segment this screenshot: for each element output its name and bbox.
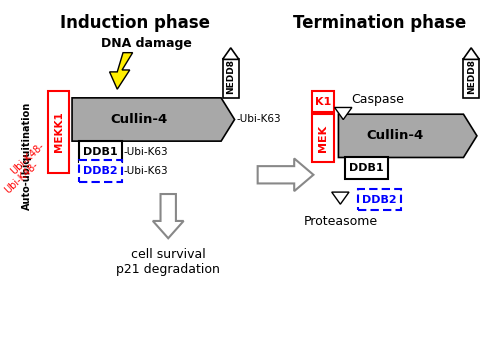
Bar [312, 114, 334, 162]
Text: -Ubi-K63: -Ubi-K63 [124, 166, 168, 176]
Bar [358, 189, 401, 211]
Text: DDB1: DDB1 [350, 163, 384, 173]
Polygon shape [222, 48, 239, 59]
Text: Termination phase: Termination phase [293, 14, 467, 32]
Text: Cullin-4: Cullin-4 [366, 129, 424, 142]
Text: Induction phase: Induction phase [60, 14, 210, 32]
Bar [345, 158, 353, 165]
Text: Cullin-4: Cullin-4 [110, 113, 168, 126]
Polygon shape [72, 98, 234, 141]
Bar [48, 91, 69, 173]
Text: Ubi-K48-: Ubi-K48- [3, 160, 40, 196]
Text: MEKK1: MEKK1 [54, 112, 64, 152]
Text: Auto-ubiquitination: Auto-ubiquitination [22, 101, 32, 210]
Bar [463, 59, 479, 98]
Polygon shape [110, 53, 132, 89]
Bar [345, 158, 389, 179]
Polygon shape [338, 114, 477, 158]
Text: -Ubi-K63: -Ubi-K63 [236, 114, 281, 124]
Text: DDB2: DDB2 [83, 166, 117, 176]
Text: Proteasome: Proteasome [304, 215, 378, 228]
Text: MEK: MEK [318, 125, 328, 152]
Polygon shape [153, 194, 184, 238]
Bar [312, 91, 334, 112]
Polygon shape [463, 48, 479, 59]
Bar [79, 141, 122, 162]
Text: NEDD8: NEDD8 [466, 59, 475, 94]
Text: cell survival: cell survival [131, 248, 206, 261]
Bar [222, 59, 239, 98]
Text: K1: K1 [315, 97, 331, 107]
Text: NEDD8: NEDD8 [226, 59, 235, 94]
Text: DDB2: DDB2 [362, 195, 396, 205]
Text: -Ubi-K63: -Ubi-K63 [124, 147, 168, 157]
Text: Ubi-K48-: Ubi-K48- [8, 141, 46, 176]
Polygon shape [258, 158, 314, 191]
Polygon shape [334, 107, 352, 120]
Text: DNA damage: DNA damage [101, 37, 192, 50]
Bar [79, 141, 86, 149]
Bar [79, 160, 122, 181]
Polygon shape [332, 192, 349, 204]
Text: Caspase: Caspase [351, 93, 404, 106]
Text: p21 degradation: p21 degradation [116, 263, 220, 277]
Text: DDB1: DDB1 [83, 147, 117, 157]
